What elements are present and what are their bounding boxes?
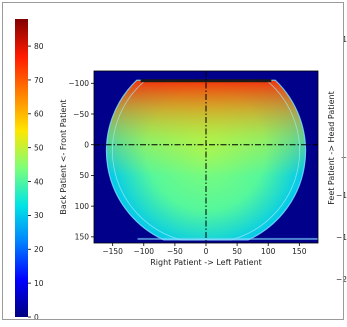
y-tick-label: −50 <box>73 110 89 119</box>
x-axis-label: Right Patient -> Left Patient <box>150 258 262 267</box>
y-tick-label: 50 <box>79 171 89 180</box>
side-panel-tick-label: 1 <box>342 35 347 44</box>
side-panel-tick-label: −1 <box>336 191 347 200</box>
y-tick-label: 0 <box>84 141 89 150</box>
y-tick-label: −100 <box>68 79 89 88</box>
colorbar-ticks: 0 10 20 30 40 50 60 70 80 <box>28 42 44 322</box>
y-axis-ticks: −100 −50 0 50 100 150 <box>68 79 94 242</box>
side-panel-y-label: Feet Patient -> Head Patient <box>327 91 336 205</box>
x-tick-label: −150 <box>102 247 123 256</box>
side-panel: Feet Patient -> Head Patient 1 − −1 −1 −2 <box>327 35 347 284</box>
x-tick-label: 0 <box>204 247 209 256</box>
side-panel-tick-label: − <box>341 153 347 162</box>
phantom-inner-ring <box>112 79 300 241</box>
x-tick-label: −50 <box>167 247 183 256</box>
y-tick-label: 100 <box>75 202 90 211</box>
colorbar-tick-label: 30 <box>34 211 44 220</box>
colorbar-tick-label: 0 <box>34 313 39 322</box>
heatmap-plot: −150 −100 −50 0 50 100 150 −100 −50 0 50 100 150 Ri… <box>59 70 319 267</box>
x-tick-label: −100 <box>133 247 154 256</box>
side-panel-tick-label: −2 <box>336 275 347 284</box>
phantom-bottom-bar <box>137 237 318 240</box>
x-tick-label: 100 <box>261 247 276 256</box>
phantom-top-bar <box>140 79 272 83</box>
y-tick-label: 150 <box>75 233 90 242</box>
x-tick-label: 50 <box>232 247 242 256</box>
colorbar-tick-label: 40 <box>34 177 44 186</box>
colorbar-tick-label: 10 <box>34 279 44 288</box>
colorbar-tick-label: 70 <box>34 76 44 85</box>
side-panel-ticks: 1 − −1 −1 −2 <box>336 35 347 284</box>
colorbar-bar <box>15 19 28 317</box>
y-axis-label: Back Patient <- Front Patient <box>59 99 68 214</box>
x-axis-ticks: −150 −100 −50 0 50 100 150 <box>102 243 307 256</box>
colorbar: 0 10 20 30 40 50 60 70 80 <box>15 19 44 322</box>
side-panel-tick-label: −1 <box>336 233 347 242</box>
colorbar-tick-label: 80 <box>34 42 44 51</box>
colorbar-tick-label: 50 <box>34 143 44 152</box>
phantom-rim <box>105 79 307 241</box>
colorbar-tick-label: 20 <box>34 245 44 254</box>
x-tick-label: 150 <box>292 247 307 256</box>
colorbar-tick-label: 60 <box>34 110 44 119</box>
